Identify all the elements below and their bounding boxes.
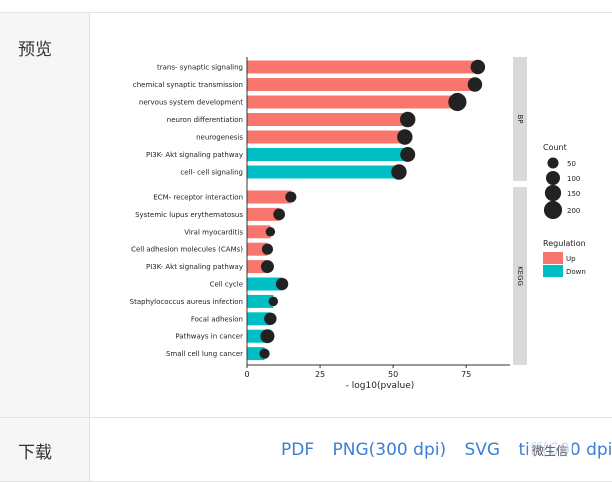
bar [247, 294, 274, 308]
count-dot [268, 296, 279, 307]
download-label: 下载 [18, 443, 52, 463]
legend-regulation-key [543, 252, 563, 264]
category-label: Systemic lupus erythematosus [135, 211, 243, 219]
count-dot [470, 59, 486, 75]
count-dot [260, 329, 275, 344]
preview-label: 预览 [18, 40, 52, 60]
bar [247, 225, 271, 239]
legend-count-label: 100 [567, 175, 580, 183]
download-label-cell: 下载 [0, 418, 90, 481]
bar [247, 312, 271, 326]
count-dot [259, 348, 270, 359]
download-svg-link[interactable]: SVG [464, 440, 501, 460]
category-label: PI3K- Akt signaling pathway [146, 151, 243, 159]
category-label: cell- cell signaling [180, 169, 243, 177]
count-dot [261, 243, 273, 255]
count-dot [400, 111, 416, 128]
bar [247, 113, 408, 126]
category-label: Focal adhesion [191, 315, 243, 323]
bar [247, 60, 478, 74]
bar [247, 207, 280, 221]
count-dot [264, 312, 277, 325]
category-label: Cell cycle [210, 281, 243, 289]
count-dot [260, 260, 274, 274]
legend-count-label: 200 [567, 207, 580, 215]
category-label: PI3K- Akt signaling pathway [146, 263, 243, 271]
category-label: Viral myocarditis [184, 228, 243, 236]
count-dot [448, 92, 467, 112]
x-tick-label: 50 [388, 370, 398, 379]
legend-count-label: 150 [567, 190, 580, 198]
x-tick-label: 0 [244, 370, 249, 379]
legend-regulation-label: Down [566, 268, 586, 276]
x-tick-label: 75 [461, 370, 471, 379]
count-dot [467, 77, 483, 92]
legend-regulation-title: Regulation [543, 239, 586, 248]
bar [247, 347, 265, 361]
bar [247, 242, 268, 256]
preview-label-cell: 预览 [0, 13, 90, 417]
bar [247, 95, 458, 109]
facet-strip [513, 57, 527, 181]
download-pdf-link[interactable]: PDF [281, 440, 315, 460]
count-dot [400, 147, 416, 162]
download-png-link[interactable]: PNG(300 dpi) [332, 440, 447, 460]
bar [247, 130, 405, 144]
category-label: neuron differentiation [167, 116, 243, 124]
watermark-label: 微生信 [528, 441, 573, 460]
category-label: trans- synaptic signaling [157, 64, 243, 72]
facet-label: BP [516, 114, 524, 123]
category-label: Cell adhesion molecules (CAMs) [131, 246, 243, 254]
preview-row: 预览 [0, 12, 612, 418]
category-label: chemical synaptic transmission [133, 81, 243, 89]
facet-label: KEGG [516, 266, 524, 286]
legend-count-dot [544, 184, 562, 202]
count-dot [285, 191, 297, 203]
category-label: ECM- receptor interaction [153, 194, 243, 202]
count-dot [275, 277, 289, 291]
category-label: Small cell lung cancer [166, 350, 243, 358]
facet-strip [513, 187, 527, 365]
category-label: neurogenesis [196, 134, 243, 142]
legend-count-label: 50 [567, 160, 576, 168]
count-dot [273, 208, 286, 221]
bar [247, 148, 408, 161]
x-axis-title: - log10(pvalue) [346, 381, 415, 391]
legend-count-dot [546, 171, 560, 185]
legend-regulation-key [543, 265, 563, 277]
legend-count-title: Count [543, 143, 567, 152]
x-tick-label: 25 [315, 370, 325, 379]
bar [247, 165, 399, 179]
bar [247, 78, 475, 91]
category-label: Pathways in cancer [175, 333, 243, 341]
legend-count-dot [547, 157, 559, 169]
category-label: nervous system development [139, 99, 243, 107]
bar [247, 190, 291, 204]
count-dot [391, 164, 407, 180]
bar [247, 277, 283, 291]
legend-count-dot [543, 200, 563, 220]
legend-regulation-label: Up [566, 255, 576, 263]
count-dot [265, 227, 276, 237]
category-label: Staphylococcus aureus infection [130, 298, 243, 306]
count-dot [397, 129, 413, 145]
